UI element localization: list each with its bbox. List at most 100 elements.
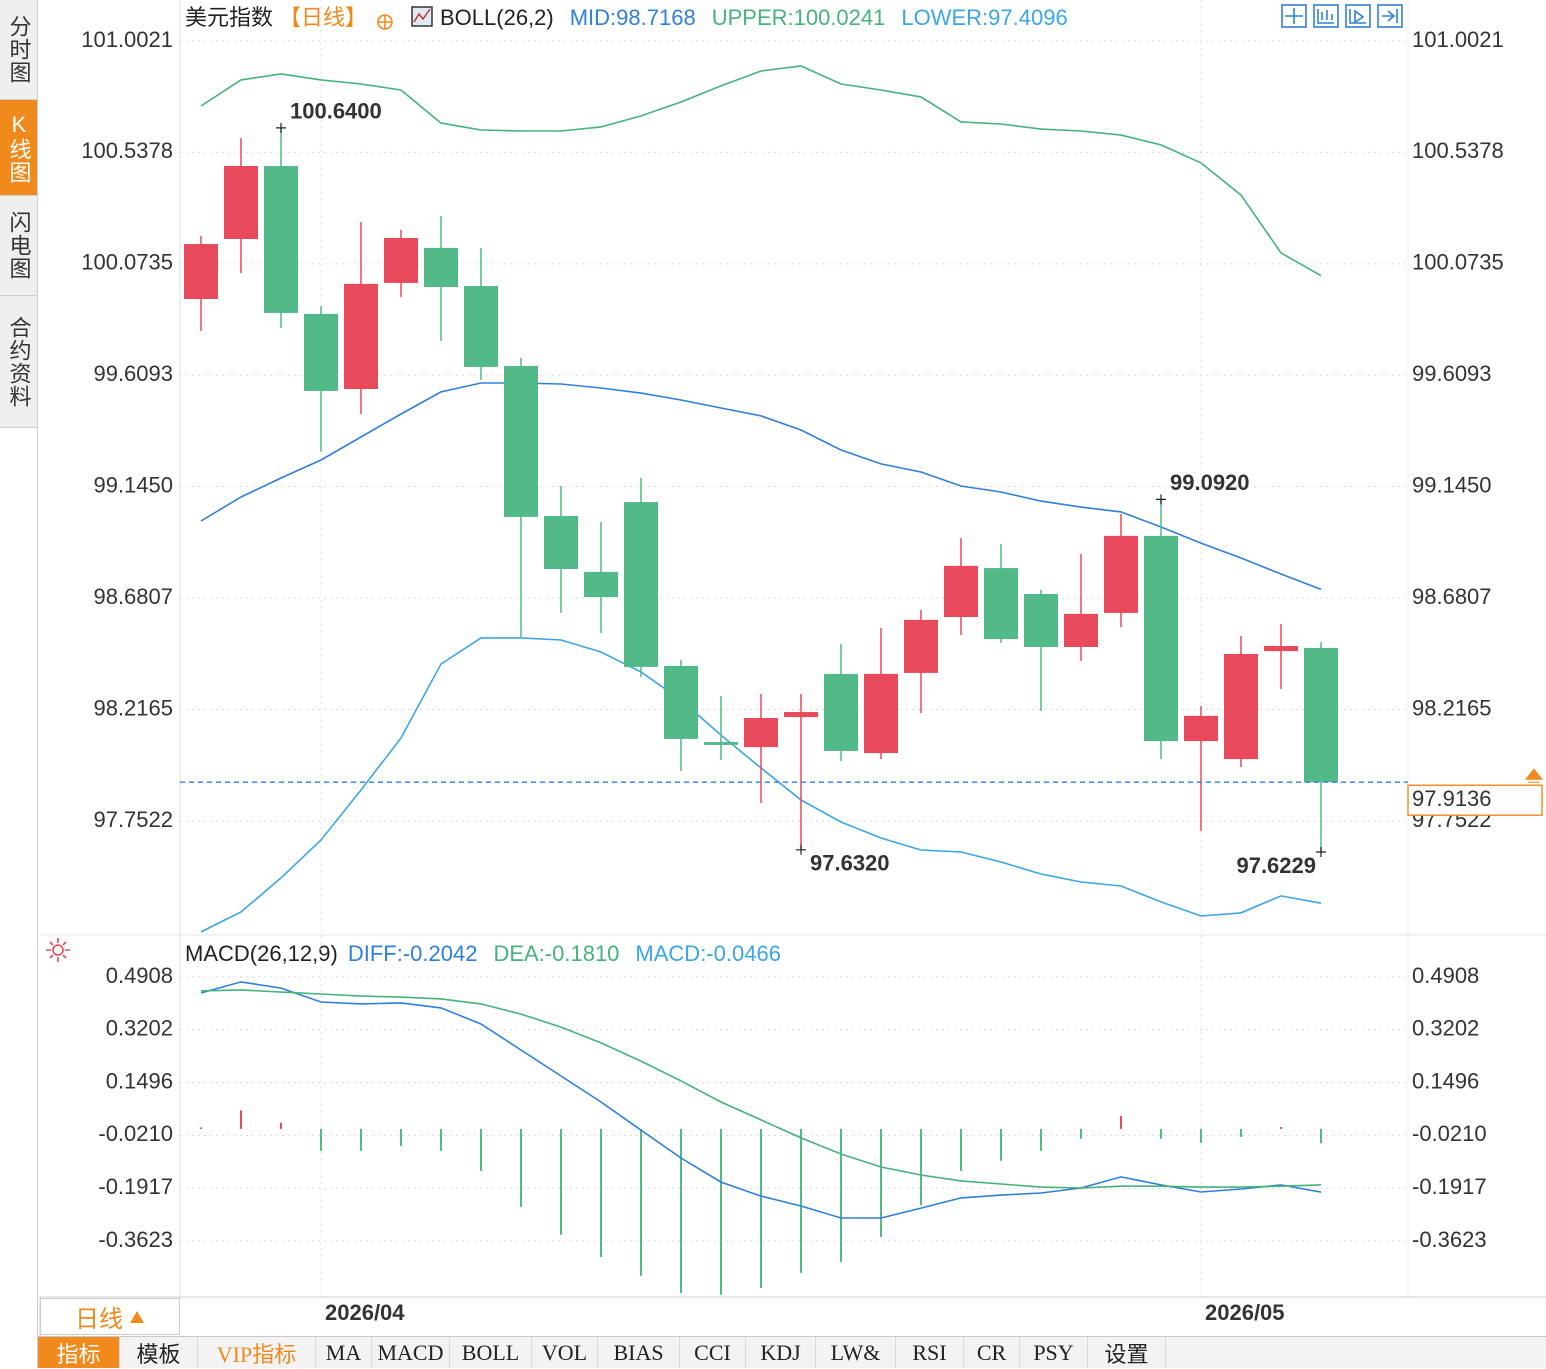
sun-icon[interactable] [46, 938, 70, 962]
y-tick-label-right: 99.6093 [1412, 361, 1492, 386]
y-tick-label: 98.2165 [93, 695, 173, 720]
y-tick-label-right: -0.3623 [1412, 1227, 1487, 1252]
sidebar-tab[interactable]: 合约资料 [0, 296, 38, 428]
last-price-arrow [1524, 768, 1544, 783]
candle-body [1304, 647, 1338, 783]
indicator-icon[interactable] [411, 6, 433, 27]
candle-body [704, 742, 738, 745]
candle-body [1264, 646, 1298, 652]
y-tick-label-right: -0.0210 [1412, 1121, 1487, 1146]
indicator-label: BOLL(26,2) [440, 5, 554, 30]
indicator-line [200, 989, 1322, 1189]
toolbar-icons [1281, 4, 1403, 28]
extreme-marker [1316, 846, 1326, 857]
y-tick-label-right: -0.1917 [1412, 1174, 1487, 1199]
candle-body [664, 665, 698, 739]
y-tick-label-right: 100.0735 [1412, 250, 1504, 275]
chart-header: 美元指数 【日线】 BOLL(26,2) MID:98.7168 UPPER:100.0… [185, 5, 1068, 30]
indicator-tab[interactable]: PSY [1020, 1337, 1088, 1368]
indicator-tab[interactable]: MA [316, 1337, 372, 1368]
candle-body [184, 244, 218, 299]
y-tick-label-right: 0.3202 [1412, 1016, 1479, 1041]
icon-part [1317, 9, 1334, 24]
low-label: 97.6229 [1236, 853, 1316, 878]
candle-body [1224, 653, 1258, 760]
candle-body [1064, 613, 1098, 647]
low-label: 97.6320 [810, 851, 890, 876]
candle-body [544, 515, 578, 569]
sidebar-tab[interactable]: 闪电图 [0, 196, 38, 296]
candle-body [424, 247, 458, 287]
indicator-tab[interactable]: 模板 [120, 1337, 198, 1368]
candle-body [304, 313, 338, 391]
candle-body [1144, 535, 1178, 742]
y-tick-label-right: 101.0021 [1412, 27, 1504, 52]
candle-body [784, 712, 818, 718]
indicator-tab[interactable]: 设置 [1088, 1337, 1166, 1368]
indicator-tab[interactable]: VIP指标 [198, 1337, 316, 1368]
candle-body [744, 718, 778, 748]
legend-entry: DEA:-0.1810 [493, 941, 619, 966]
y-tick-label: 100.5378 [81, 138, 173, 163]
sidebar-tab[interactable]: K线图 [0, 100, 38, 196]
candle-body [1104, 535, 1138, 613]
chart-title: MACD(26,12,9) [185, 941, 338, 966]
indicator-tab[interactable]: MACD [372, 1337, 450, 1368]
y-tick-label: -0.1917 [98, 1174, 173, 1199]
legend-entry: MID:98.7168 [570, 5, 696, 30]
y-tick-label: 99.6093 [93, 361, 173, 386]
x-tick-label: 2026/04 [325, 1300, 405, 1325]
y-tick-label: -0.3623 [98, 1227, 173, 1252]
indicator-tab[interactable]: 指标 [38, 1337, 120, 1368]
legend-entry: UPPER:100.0241 [712, 5, 886, 30]
indicator-tab[interactable]: VOL [532, 1337, 598, 1368]
chart-title: 美元指数 [185, 5, 273, 30]
candle-body [384, 238, 418, 283]
indicator-tab[interactable]: RSI [896, 1337, 964, 1368]
chart: 美元指数 【日线】 BOLL(26,2) MID:98.7168 UPPER:100.0… [39, 0, 1546, 1336]
candle-body [224, 166, 258, 239]
icon-part [1285, 8, 1303, 24]
sidebar-space [0, 428, 38, 1368]
indicator-tab[interactable]: BOLL [450, 1337, 532, 1368]
period-button[interactable]: 日线 [40, 1298, 180, 1335]
candle-body [504, 365, 538, 517]
candle-body [864, 673, 898, 754]
candle-body [1184, 715, 1218, 742]
indicator-line [200, 65, 1322, 277]
candle-body [624, 502, 658, 667]
crosshair-icon[interactable] [377, 14, 393, 30]
y-tick-label: 0.4908 [106, 963, 173, 988]
candle-body [944, 565, 978, 617]
y-tick-label: 100.0735 [81, 250, 173, 275]
y-tick-label-right: 98.2165 [1412, 695, 1492, 720]
candle-body [344, 283, 378, 389]
period-label: 【日线】 [279, 5, 367, 30]
y-tick-label: 97.7522 [93, 807, 173, 832]
indicator-line [200, 382, 1322, 591]
sidebar-tab[interactable]: 分时图 [0, 0, 38, 100]
y-tick-label: 99.1450 [93, 472, 173, 497]
indicator-tab[interactable]: BIAS [598, 1337, 680, 1368]
indicator-tab[interactable]: KDJ [746, 1337, 816, 1368]
indicator-tabbar: 指标 模板 VIP指标 MA MACD BOLL VOL BIAS CCI KDJ LW& RSI CR… [38, 1336, 1546, 1368]
indicator-tab[interactable]: LW& [816, 1337, 896, 1368]
y-tick-label: 0.3202 [106, 1016, 173, 1041]
y-tick-label: 101.0021 [81, 27, 173, 52]
y-tick-label-right: 0.1496 [1412, 1068, 1479, 1093]
candle-body [264, 166, 298, 313]
extreme-marker [796, 844, 806, 855]
chart-header: MACD(26,12,9) DIFF:-0.2042 DEA:-0.1810 MACD… [185, 941, 781, 966]
y-tick-label: -0.0210 [98, 1121, 173, 1146]
icon-part [413, 8, 431, 23]
legend-entry: MACD:-0.0466 [635, 941, 781, 966]
y-tick-label-right: 99.1450 [1412, 472, 1492, 497]
indicator-tab[interactable]: CR [964, 1337, 1020, 1368]
arrow-shape [130, 1310, 144, 1323]
icon-part [1382, 9, 1398, 23]
candle-body [904, 619, 938, 673]
indicator-tab[interactable]: CCI [680, 1337, 746, 1368]
y-tick-label: 0.1496 [106, 1068, 173, 1093]
candle-body [1024, 593, 1058, 647]
